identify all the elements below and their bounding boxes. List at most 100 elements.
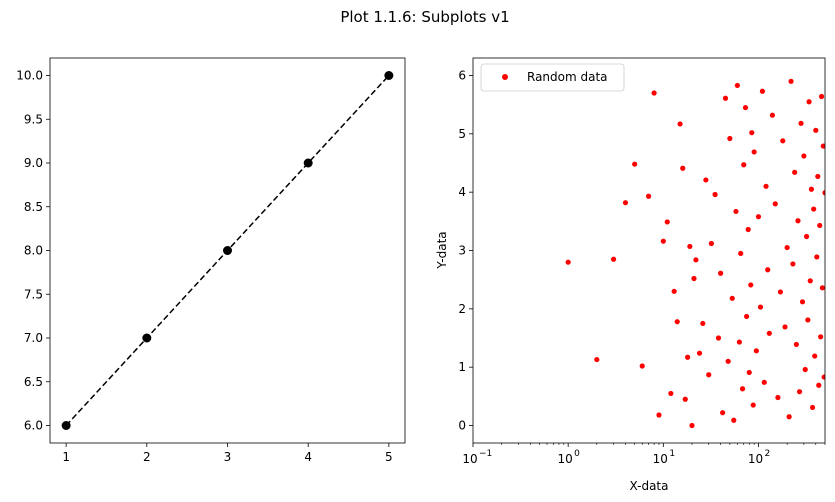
right-data-point: [632, 161, 638, 167]
right-data-point: [739, 386, 746, 392]
legend: Random data: [480, 63, 625, 92]
right-data-point: [796, 389, 803, 395]
right-data-point: [708, 240, 714, 247]
right-x-ticks: 10 −1 10 0 10 1 10 2: [462, 443, 826, 466]
right-y-ticks: 0 1 2 3 4 5 6: [458, 69, 473, 433]
right-data-point: [753, 348, 759, 354]
right-data-point: [622, 200, 629, 206]
right-data-point: [696, 350, 703, 356]
right-y-tick-label: 5: [458, 127, 466, 141]
right-data-point: [671, 288, 677, 294]
left-y-tick-label: 6.0: [24, 419, 43, 433]
left-data-point: [142, 333, 152, 343]
right-data-point: [734, 82, 740, 89]
left-y-tick-label: 7.0: [24, 331, 43, 345]
right-data-point: [715, 335, 722, 341]
right-data-point: [749, 130, 755, 136]
right-data-point: [807, 278, 813, 284]
right-data-point: [821, 374, 825, 380]
right-y-tick-label: 0: [458, 419, 466, 433]
right-data-point: [784, 244, 790, 251]
right-data-point: [811, 206, 817, 212]
right-data-point: [682, 396, 688, 402]
right-data-point: [793, 341, 799, 348]
left-series-markers: [61, 71, 394, 430]
right-data-point: [788, 78, 794, 84]
right-data-point: [745, 226, 751, 233]
left-x-tick-label: 5: [385, 450, 393, 464]
right-x-tick-label: 10: [748, 452, 763, 466]
right-y-tick-label: 6: [458, 69, 466, 83]
right-x-tick-exponent: 1: [669, 449, 675, 459]
right-data-point: [685, 354, 691, 360]
right-x-tick-exponent: 0: [574, 449, 580, 459]
right-data-point: [651, 90, 657, 96]
right-data-point: [798, 120, 804, 126]
right-data-point: [693, 257, 699, 263]
right-data-point: [656, 412, 662, 418]
right-data-point: [687, 243, 693, 250]
right-data-point: [700, 320, 706, 327]
right-data-point: [822, 190, 825, 196]
left-y-tick-label: 6.5: [24, 375, 43, 389]
right-data-point: [813, 127, 819, 133]
right-data-point: [763, 183, 769, 189]
left-y-tick-label: 7.5: [24, 287, 43, 301]
left-data-point: [384, 71, 394, 80]
left-line-plot: 1 2 3 4 5 6.0 6.5 7.0 7.5 8.0 8.5 9.0 9.5 10.0: [16, 57, 406, 464]
right-data-point: [718, 270, 724, 276]
right-data-point: [691, 275, 697, 282]
right-y-axis-label: Y-data: [435, 231, 449, 269]
right-data-point: [677, 121, 683, 127]
right-data-point: [803, 233, 810, 240]
right-x-tick-exponent: −1: [479, 449, 492, 459]
right-data-point: [775, 394, 781, 401]
right-data-point: [720, 410, 726, 416]
right-data-point: [722, 95, 729, 101]
right-data-point: [757, 304, 764, 310]
right-data-point: [738, 250, 744, 257]
right-data-point: [668, 390, 674, 397]
right-data-point: [664, 219, 670, 225]
right-data-point: [594, 356, 600, 363]
right-y-tick-label: 2: [458, 302, 466, 316]
right-series-points: [565, 78, 825, 429]
right-data-point: [674, 319, 680, 325]
right-data-point: [736, 339, 742, 345]
left-y-ticks: 6.0 6.5 7.0 7.5 8.0 8.5 9.0 9.5 10.0: [16, 69, 50, 433]
right-x-tick-label: 10: [462, 452, 477, 466]
right-data-point: [814, 254, 820, 260]
right-data-point: [689, 422, 695, 429]
right-data-point: [765, 267, 771, 273]
right-data-point: [782, 324, 788, 330]
right-x-tick-exponent: 2: [764, 449, 770, 459]
left-data-point: [303, 158, 313, 168]
left-x-tick-label: 2: [143, 450, 151, 464]
right-y-tick-label: 4: [458, 185, 466, 199]
right-data-point: [761, 379, 767, 385]
right-data-point: [792, 169, 798, 175]
right-data-point: [809, 404, 816, 411]
right-data-point: [733, 208, 739, 215]
right-x-tick-label: 10: [558, 452, 573, 466]
left-y-tick-label: 10.0: [16, 69, 43, 83]
right-data-point: [790, 261, 796, 267]
right-data-point: [786, 414, 792, 420]
right-data-point: [817, 222, 823, 229]
left-data-point: [61, 421, 71, 430]
right-x-axis-label: X-data: [630, 479, 669, 493]
right-data-point: [741, 162, 747, 168]
right-data-point: [802, 366, 808, 373]
right-y-tick-label: 3: [458, 244, 466, 258]
right-data-point: [748, 282, 754, 288]
right-x-tick-label: 10: [653, 452, 668, 466]
right-data-point: [639, 363, 645, 369]
right-data-point: [805, 317, 811, 323]
right-data-point: [820, 143, 825, 149]
right-data-point: [742, 104, 749, 111]
right-data-point: [799, 299, 806, 305]
right-data-point: [819, 285, 825, 291]
right-data-point: [712, 191, 718, 198]
left-y-tick-label: 8.0: [24, 244, 43, 258]
